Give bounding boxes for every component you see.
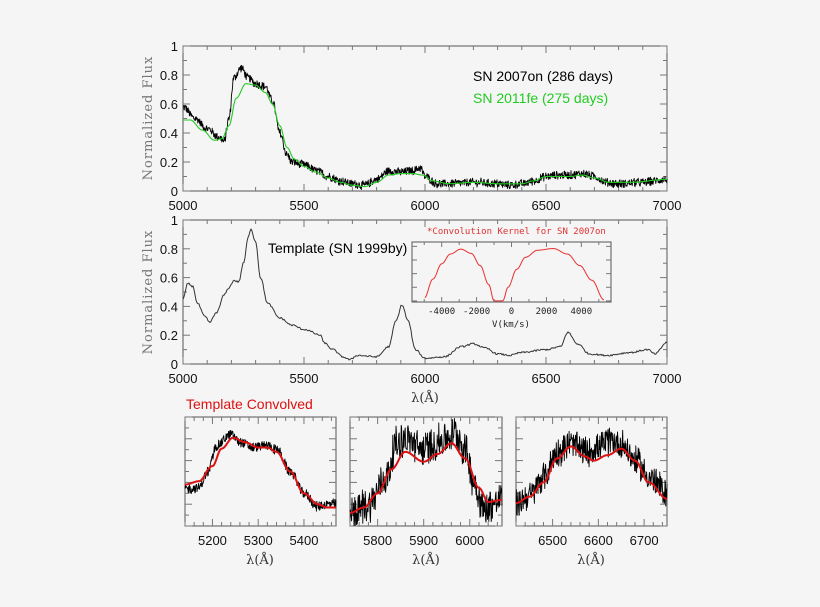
middle-xtick-label: 5500 [290,371,319,386]
middle-template-sn-1999by-series-line [182,228,668,361]
legend-sn2007on: SN 2007on (286 days) [473,68,613,84]
zoom3-xtick-label: 6500 [538,533,567,548]
zoom3-observed-series-line [515,427,668,516]
inset-xtick-label: 2000 [536,307,558,317]
zoom2-observed-series-line [349,417,503,527]
middle-panel: 5000 5500 6000 6500 7000 0 0.2 0.4 0.6 0.8 1 [160,213,682,386]
template-convolved-label: Template Convolved [186,396,313,412]
middle-ytick-label: 0.6 [160,271,178,286]
middle-ytick-label: 0 [171,357,178,372]
top-ytick-label: 0 [171,184,178,199]
middle-ytick-label: 0.8 [160,242,178,257]
zoom2-xlabel: λ(Å) [412,552,440,568]
top-ytick-label: 0.4 [160,126,178,141]
zoom2-template-convolved-series-line [349,442,503,514]
zoom2-xtick-label: 5900 [409,533,438,548]
middle-xtick-label: 5000 [169,371,198,386]
middle-xtick-label: 6000 [411,371,440,386]
inset-kernel-series-line [424,248,605,302]
top-panel: 5000 5500 6000 6500 7000 0 0.2 0.4 0.6 0.8 1 [160,39,682,213]
zoom1-xtick-label: 5400 [290,533,319,548]
top-xtick-label: 5000 [169,198,198,213]
legend-sn2011fe: SN 2011fe (275 days) [473,90,608,106]
inset-xtick-label: -2000 [463,307,490,317]
middle-ytick-label: 1 [171,213,178,228]
inset-title: *Convolution Kernel for SN 2007on [427,227,606,237]
middle-xlabel: λ(Å) [411,390,439,406]
top-ylabel: Normalized Flux [141,56,156,181]
top-xtick-label: 5500 [290,198,319,213]
middle-xtick-label: 6500 [532,371,561,386]
zoom2-xtick-label: 6000 [455,533,484,548]
inset-xtick-label: 4000 [570,307,592,317]
top-ytick-label: 0.6 [160,97,178,112]
zoom2-xtick-label: 5800 [363,533,392,548]
middle-ylabel: Normalized Flux [141,230,156,355]
zoom1-xtick-label: 5200 [198,533,227,548]
zoom1-template-convolved-series-line [184,436,336,509]
template-annotation: Template (SN 1999by) [268,240,407,256]
zoom1-observed-series-line [184,429,337,512]
middle-ytick-label: 0.2 [160,328,178,343]
top-sn-2011fe-275-days-series-line [183,83,667,188]
middle-xtick-label: 7000 [653,371,682,386]
top-ytick-label: 0.8 [160,68,178,83]
top-xtick-label: 7000 [653,198,682,213]
top-xtick-label: 6500 [532,198,561,213]
zoom3-xtick-label: 6600 [584,533,613,548]
zoom1-xtick-label: 5300 [244,533,273,548]
zoom3-xlabel: λ(Å) [577,552,605,568]
zoom3-template-convolved-series-line [515,445,668,505]
inset-xtick-label: 0 [509,307,514,317]
inset-xlabel: V(km/s) [492,320,530,330]
middle-ytick-label: 0.4 [160,299,178,314]
zoom2-panel: 5800 5900 6000 [349,416,503,548]
inset-panel: -4000 -2000 0 2000 4000 [411,241,612,317]
top-ytick-label: 0.2 [160,155,178,170]
zoom1-xlabel: λ(Å) [246,552,274,568]
zoom3-panel: 6500 6600 6700 [515,416,668,548]
top-xtick-label: 6000 [411,198,440,213]
inset-xtick-label: -4000 [428,307,455,317]
zoom1-panel: 5200 5300 5400 [184,416,337,548]
zoom3-xtick-label: 6700 [630,533,659,548]
top-ytick-label: 1 [171,39,178,54]
